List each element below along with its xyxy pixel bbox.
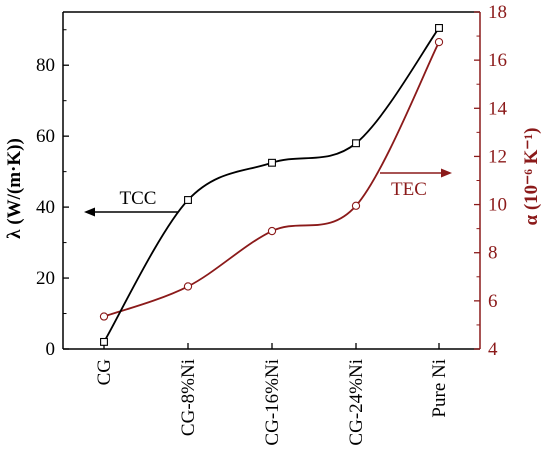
- data-point-tec: [267, 226, 277, 236]
- y2-tick-label: 12: [488, 146, 507, 167]
- data-point-tec: [351, 201, 361, 210]
- annotation-tcc-arrowhead: [84, 207, 95, 217]
- y-tick-label: 80: [36, 55, 55, 76]
- x-tick-label: CG: [94, 359, 115, 386]
- y2-axis-title: α (10⁻⁶ K⁻¹): [521, 128, 542, 226]
- y-axis-title: λ (W/(m·K)): [4, 138, 25, 239]
- annotation-tcc: TCC: [120, 188, 157, 209]
- x-tick-label: Pure Ni: [429, 359, 450, 418]
- y-tick-label: 40: [36, 197, 55, 218]
- x-tick-label: CG-16%Ni: [262, 359, 283, 446]
- y-tick-label: 60: [36, 126, 55, 147]
- series-line-tec: [103, 41, 440, 318]
- y2-tick-label: 18: [488, 2, 507, 23]
- y2-tick-label: 6: [488, 291, 498, 312]
- y-tick-label: 20: [36, 268, 55, 289]
- annotation-tec: TEC: [391, 179, 427, 200]
- data-point-tcc: [100, 337, 108, 346]
- data-point-tcc: [184, 196, 192, 204]
- data-point-tcc: [352, 139, 360, 148]
- y2-tick-label: 4: [488, 339, 498, 360]
- data-point-tec: [434, 37, 444, 47]
- data-point-tec: [183, 282, 193, 291]
- data-point-tcc: [435, 24, 443, 32]
- y2-tick-label: 16: [488, 50, 507, 71]
- data-point-tcc: [268, 158, 276, 167]
- data-point-tec: [99, 312, 109, 321]
- y2-tick-label: 8: [488, 243, 498, 264]
- x-tick-label: CG-8%Ni: [178, 359, 199, 436]
- y-tick-label: 0: [46, 339, 56, 360]
- y2-tick-label: 14: [488, 98, 508, 119]
- y2-tick-label: 10: [488, 195, 507, 216]
- annotation-tec-arrowhead: [441, 168, 452, 178]
- x-tick-label: CG-24%Ni: [346, 359, 367, 446]
- series-line-tcc: [103, 27, 440, 343]
